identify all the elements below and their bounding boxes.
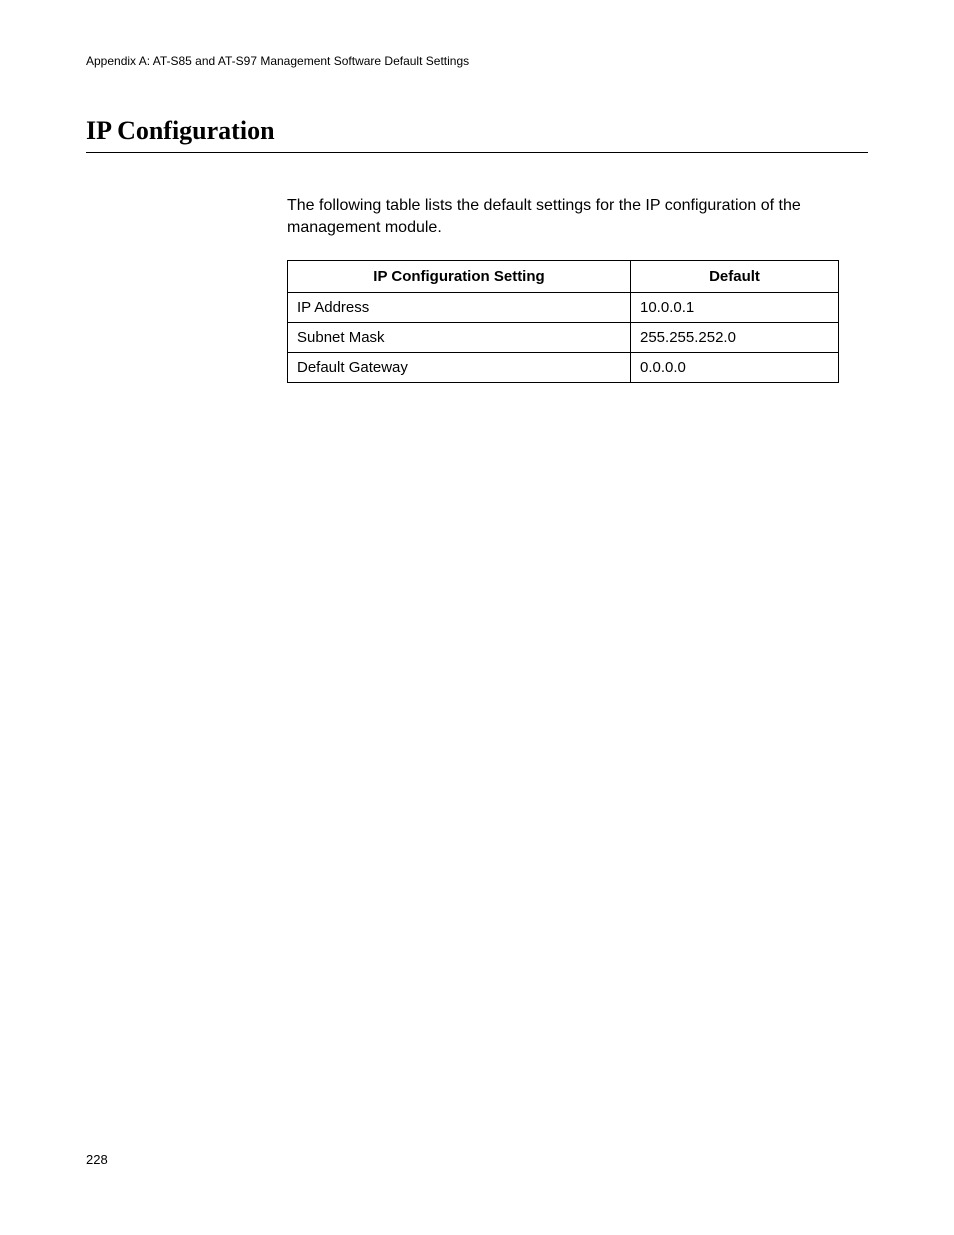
intro-paragraph: The following table lists the default se… xyxy=(287,195,868,238)
cell-setting: IP Address xyxy=(288,293,631,323)
cell-default: 255.255.252.0 xyxy=(631,323,839,353)
content-area: The following table lists the default se… xyxy=(287,195,868,383)
table-row: IP Address 10.0.0.1 xyxy=(288,293,839,323)
cell-setting: Subnet Mask xyxy=(288,323,631,353)
column-header-default: Default xyxy=(631,261,839,293)
section-title: IP Configuration xyxy=(86,116,868,146)
cell-setting: Default Gateway xyxy=(288,353,631,383)
appendix-header: Appendix A: AT-S85 and AT-S97 Management… xyxy=(86,54,868,68)
table-row: Default Gateway 0.0.0.0 xyxy=(288,353,839,383)
cell-default: 0.0.0.0 xyxy=(631,353,839,383)
table-row: Subnet Mask 255.255.252.0 xyxy=(288,323,839,353)
page-number: 228 xyxy=(86,1152,108,1167)
title-underline xyxy=(86,152,868,153)
cell-default: 10.0.0.1 xyxy=(631,293,839,323)
table-header-row: IP Configuration Setting Default xyxy=(288,261,839,293)
column-header-setting: IP Configuration Setting xyxy=(288,261,631,293)
ip-config-table: IP Configuration Setting Default IP Addr… xyxy=(287,260,839,383)
